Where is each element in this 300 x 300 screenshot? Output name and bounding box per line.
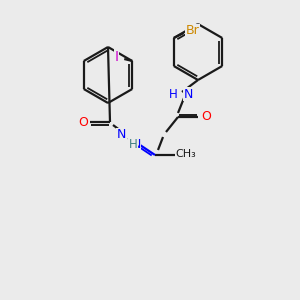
Text: I: I (114, 50, 118, 64)
Text: H: H (169, 88, 178, 100)
Text: N: N (184, 88, 194, 100)
Text: Br: Br (186, 25, 200, 38)
Text: CH₃: CH₃ (176, 149, 197, 159)
Text: O: O (78, 116, 88, 128)
Text: H: H (129, 137, 137, 151)
Text: N: N (131, 139, 141, 152)
Text: O: O (201, 110, 211, 124)
Text: N: N (116, 128, 126, 142)
